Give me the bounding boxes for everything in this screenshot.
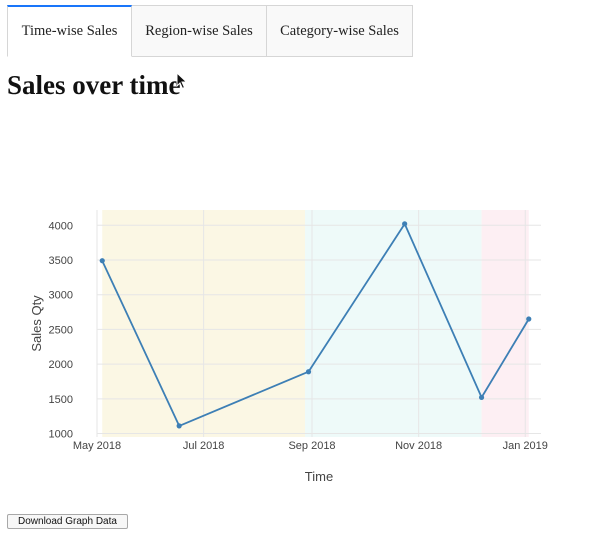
tab-bar: Time-wise Sales Region-wise Sales Catego… (7, 5, 413, 57)
page-title: Sales over time (7, 70, 181, 100)
tab-region-wise-sales[interactable]: Region-wise Sales (132, 5, 267, 57)
data-point (99, 258, 105, 264)
sales-line-chart: 1000 1500 2000 2500 3000 3500 4000 May 2018 Jul … (29, 210, 548, 484)
x-tick-label: May 2018 (73, 440, 121, 452)
x-tick-label: Jan 2019 (503, 440, 548, 452)
data-point (305, 369, 312, 375)
download-graph-data-button[interactable]: Download Graph Data (7, 514, 128, 529)
y-tick-label: 4000 (49, 220, 73, 232)
y-tick-label: 1000 (49, 429, 73, 441)
tab-category-wise-sales[interactable]: Category-wise Sales (267, 5, 413, 57)
data-point (526, 316, 532, 322)
data-point (402, 221, 408, 227)
highlight-band (481, 210, 529, 437)
data-point (176, 423, 182, 429)
sales-series-line (101, 222, 530, 427)
y-tick-label: 3000 (49, 290, 73, 302)
x-tick-label: Sep 2018 (288, 440, 335, 452)
x-tick-label: Nov 2018 (395, 440, 442, 452)
highlight-band (305, 210, 482, 437)
y-tick-label: 3500 (49, 255, 73, 267)
data-point (478, 394, 485, 401)
y-tick-label: 2500 (49, 324, 73, 336)
y-axis-title: Sales Qty (29, 295, 44, 352)
y-tick-label: 1500 (49, 394, 73, 406)
y-tick-label: 2000 (49, 359, 73, 371)
mouse-cursor-icon (176, 72, 188, 90)
x-tick-label: Jul 2018 (183, 440, 225, 452)
x-axis-title: Time (305, 469, 333, 484)
tab-time-wise-sales[interactable]: Time-wise Sales (7, 5, 132, 57)
